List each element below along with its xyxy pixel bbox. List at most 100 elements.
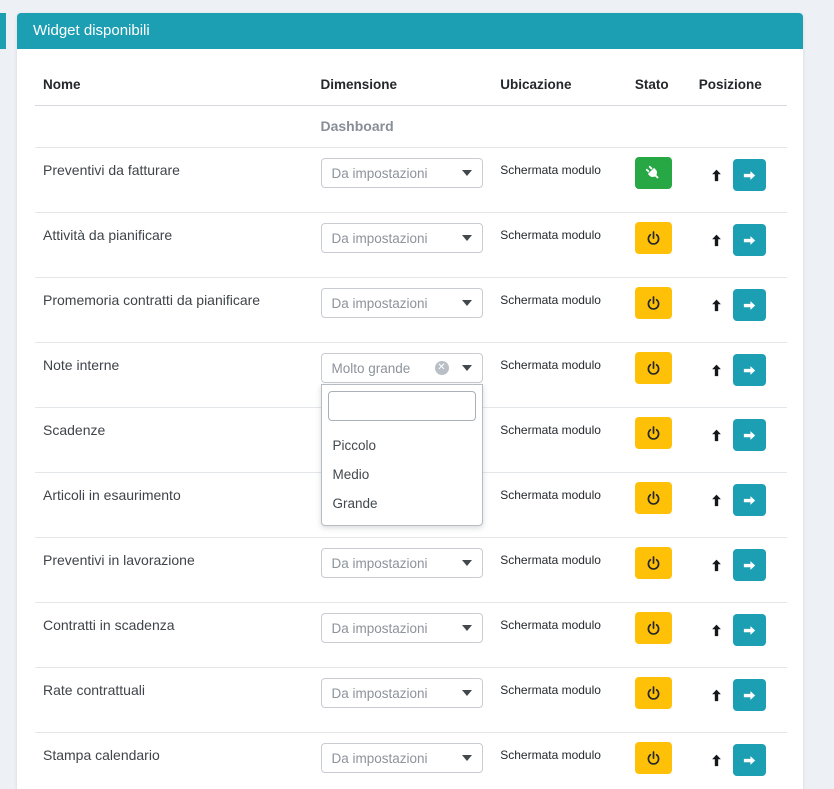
move-to-dashboard-button[interactable] <box>732 679 766 711</box>
select-value: Da impostazioni <box>331 685 428 701</box>
state-toggle-button[interactable] <box>634 287 672 319</box>
move-up-button[interactable] <box>709 493 724 508</box>
arrow-right-icon <box>742 363 757 378</box>
move-to-dashboard-button[interactable] <box>732 484 766 516</box>
dimension-select-open[interactable]: Molto grande ✕ <box>320 353 483 383</box>
column-header-stato: Stato <box>626 63 691 106</box>
move-to-dashboard-button[interactable] <box>732 224 766 256</box>
move-up-button[interactable] <box>709 298 724 313</box>
widget-row: Contratti in scadenza Da impostazioni Sc… <box>35 602 787 668</box>
dimension-select[interactable]: Da impostazioni <box>320 158 483 188</box>
power-icon <box>645 555 662 572</box>
state-toggle-button[interactable] <box>634 612 672 644</box>
dimension-select[interactable]: Da impostazioni <box>320 678 483 708</box>
move-up-button[interactable] <box>709 623 724 638</box>
state-toggle-button[interactable] <box>634 482 672 514</box>
select-value: Da impostazioni <box>331 165 428 181</box>
state-toggle-button[interactable] <box>634 222 672 254</box>
dimension-select[interactable]: Da impostazioni <box>320 743 483 773</box>
arrow-right-icon <box>742 493 757 508</box>
arrow-up-icon <box>709 558 724 573</box>
widget-name: Articoli in esaurimento <box>35 472 313 538</box>
widget-name: Promemoria contratti da pianificare <box>35 277 313 343</box>
location-label: Schermata modulo <box>492 407 627 473</box>
dropdown-option[interactable]: Grande <box>332 496 378 511</box>
state-toggle-button[interactable] <box>634 677 672 709</box>
select-value: Molto grande <box>331 360 411 376</box>
arrow-right-icon <box>742 558 757 573</box>
dropdown-options-list: Piccolo Medio Grande <box>322 427 482 525</box>
arrow-right-icon <box>742 233 757 248</box>
move-to-dashboard-button[interactable] <box>732 614 766 646</box>
state-toggle-button[interactable] <box>634 352 672 384</box>
chevron-down-icon <box>461 235 472 241</box>
clear-selection-icon[interactable]: ✕ <box>434 361 449 375</box>
dropdown-panel: Piccolo Medio Grande <box>320 384 483 526</box>
location-label: Schermata modulo <box>492 147 627 213</box>
dimension-select[interactable]: Da impostazioni <box>320 288 483 318</box>
state-toggle-button[interactable] <box>634 742 672 774</box>
move-up-button[interactable] <box>709 428 724 443</box>
move-to-dashboard-button[interactable] <box>732 289 766 321</box>
column-header-nome: Nome <box>35 63 313 106</box>
move-to-dashboard-button[interactable] <box>732 419 766 451</box>
panel-body: Nome Dimensione Ubicazione Stato Posizio… <box>17 49 803 789</box>
widget-name: Preventivi da fatturare <box>35 147 313 213</box>
state-toggle-button[interactable] <box>634 547 672 579</box>
arrow-up-icon <box>709 233 724 248</box>
widget-panel: Widget disponibili Nome Dimensione Ubica… <box>17 13 803 789</box>
column-header-ubicazione: Ubicazione <box>492 63 627 106</box>
widget-name: Note interne <box>35 342 313 408</box>
dimension-select[interactable]: Da impostazioni <box>320 613 483 643</box>
arrow-right-icon <box>742 298 757 313</box>
location-label: Schermata modulo <box>492 342 627 408</box>
move-up-button[interactable] <box>709 688 724 703</box>
power-icon <box>645 750 662 767</box>
arrow-right-icon <box>742 753 757 768</box>
move-up-button[interactable] <box>709 168 724 183</box>
move-to-dashboard-button[interactable] <box>732 549 766 581</box>
location-label: Schermata modulo <box>492 277 627 343</box>
arrow-up-icon <box>709 363 724 378</box>
move-to-dashboard-button[interactable] <box>732 744 766 776</box>
arrow-up-icon <box>709 168 724 183</box>
chevron-down-icon <box>461 170 472 176</box>
select-value: Da impostazioni <box>331 295 428 311</box>
dropdown-search-input[interactable] <box>327 391 476 421</box>
dropdown-option[interactable]: Medio <box>332 467 370 482</box>
widget-row: Attività da pianificare Da impostazioni … <box>35 212 787 278</box>
chevron-down-icon <box>461 300 472 306</box>
select-value: Da impostazioni <box>331 620 428 636</box>
power-icon <box>645 230 662 247</box>
state-toggle-button[interactable] <box>634 417 672 449</box>
move-to-dashboard-button[interactable] <box>732 159 766 191</box>
panel-header: Widget disponibili <box>17 13 803 49</box>
select-value: Da impostazioni <box>331 750 428 766</box>
arrow-up-icon <box>709 753 724 768</box>
power-icon <box>645 360 662 377</box>
arrow-right-icon <box>742 168 757 183</box>
arrow-right-icon <box>742 688 757 703</box>
location-label: Schermata modulo <box>492 602 627 668</box>
select-value: Da impostazioni <box>331 230 428 246</box>
dimension-select[interactable]: Da impostazioni <box>320 548 483 578</box>
dimension-select[interactable]: Da impostazioni <box>320 223 483 253</box>
state-toggle-button[interactable] <box>634 157 672 189</box>
widget-name: Stampa calendario <box>35 732 313 789</box>
power-icon <box>645 295 662 312</box>
widget-name: Preventivi in lavorazione <box>35 537 313 603</box>
move-up-button[interactable] <box>709 558 724 573</box>
move-up-button[interactable] <box>709 233 724 248</box>
power-icon <box>645 490 662 507</box>
move-up-button[interactable] <box>709 753 724 768</box>
move-to-dashboard-button[interactable] <box>732 354 766 386</box>
widgets-table: Nome Dimensione Ubicazione Stato Posizio… <box>35 63 787 789</box>
column-header-dimensione: Dimensione <box>312 63 493 106</box>
move-up-button[interactable] <box>709 363 724 378</box>
group-row: Dashboard <box>35 105 787 148</box>
column-header-posizione: Posizione <box>690 63 787 106</box>
widget-row: Promemoria contratti da pianificare Da i… <box>35 277 787 343</box>
dropdown-option[interactable]: Piccolo <box>332 438 377 453</box>
chevron-down-icon <box>461 755 472 761</box>
